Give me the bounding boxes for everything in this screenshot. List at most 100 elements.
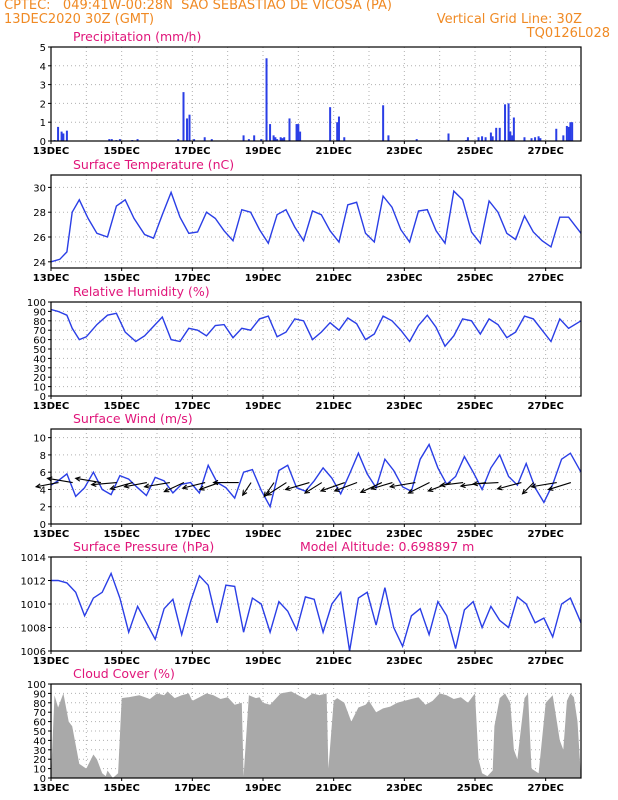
precip-bar [329, 107, 332, 141]
wind-arrow [371, 482, 393, 490]
precip-bar [495, 127, 498, 141]
header-date: 13DEC2020 30Z (GMT) [4, 12, 155, 27]
wind-arrow [320, 482, 345, 492]
rh-xtick-label: 13DEC [33, 401, 69, 412]
temp-line [50, 189, 582, 263]
wind-arrow [144, 482, 170, 488]
wind-arrow [182, 482, 206, 489]
precip-bar [343, 137, 346, 141]
precip-xtick-label: 17DEC [174, 146, 210, 157]
rh-xtick-label: 27DEC [527, 401, 563, 412]
precip-bar [484, 137, 487, 141]
wind-ytick-label: 6 [40, 468, 46, 479]
wind-arrow [522, 482, 535, 495]
wind-panel [34, 428, 582, 527]
precip-bar [279, 137, 282, 141]
cloud-xtick-label: 23DEC [386, 783, 422, 794]
wind-arrow-head [163, 487, 170, 493]
rh-ytick-label: 100 [27, 298, 46, 309]
cloud-xtick-label: 13DEC [33, 783, 69, 794]
wind-arrow-head [439, 482, 446, 488]
cloud-xtick-label: 15DEC [103, 783, 139, 794]
press-xtick-label: 13DEC [33, 656, 69, 667]
wind-arrow-head [359, 488, 366, 493]
wind-arrow-head [181, 484, 188, 490]
precip-bar [504, 104, 507, 141]
cloud-ytick-label: 70 [33, 708, 46, 719]
precip-bar [387, 135, 390, 141]
precip-bar [534, 137, 537, 141]
header-model-code: TQ0126L028 [526, 26, 610, 41]
wind-arrow-head [459, 482, 466, 489]
precip-bar [188, 114, 191, 141]
temp-frame [50, 174, 582, 269]
cloud-xtick-label: 19DEC [245, 783, 281, 794]
temp-xtick-label: 19DEC [245, 273, 281, 284]
wind-arrow [360, 482, 383, 493]
precip-bar [260, 139, 263, 141]
wind-arrow-head [284, 485, 291, 491]
wind-arrow [408, 482, 430, 494]
rh-xtick-label: 21DEC [315, 401, 351, 412]
precip-bar [567, 126, 570, 141]
wind-arrow-head [388, 483, 396, 489]
precip-bar [182, 92, 185, 141]
cloud-xtick-label: 25DEC [457, 783, 493, 794]
wind-arrow-head [530, 483, 537, 489]
cloud-xtick-label: 27DEC [527, 783, 563, 794]
precip-bar [253, 135, 256, 141]
rh-xtick-label: 17DEC [174, 401, 210, 412]
press-xtick-label: 23DEC [386, 656, 422, 667]
press-ytick-label: 1008 [21, 624, 46, 635]
precip-ytick-label: 4 [40, 62, 46, 73]
temp-xtick-label: 15DEC [103, 273, 139, 284]
press-xtick-label: 19DEC [245, 656, 281, 667]
cloud-area [51, 691, 581, 778]
precip-bar [283, 137, 286, 141]
precip-bar [511, 135, 514, 141]
wind-arrow-head [34, 483, 42, 489]
press-ytick-label: 1006 [21, 647, 46, 658]
wind-arrow [164, 482, 185, 493]
precip-bar [299, 131, 302, 141]
precip-bar [415, 139, 418, 141]
wind-xtick-label: 25DEC [457, 529, 493, 540]
press-line [51, 571, 582, 652]
precip-bar [110, 139, 113, 141]
wind-ytick-label: 2 [40, 503, 46, 514]
precip-bar [177, 139, 180, 141]
precip-bar [512, 117, 515, 141]
wind-xtick-label: 23DEC [386, 529, 422, 540]
precip-bar [265, 58, 268, 141]
temp-ytick-label: 30 [33, 183, 46, 194]
wind-arrow [242, 482, 252, 496]
wind-arrow [110, 482, 133, 490]
temp-xtick-label: 21DEC [315, 273, 351, 284]
rh-line [50, 308, 582, 348]
precip-bar [60, 131, 63, 141]
precip-bar [569, 122, 572, 141]
wind-ytick-label: 4 [40, 485, 46, 496]
wind-xtick-label: 13DEC [33, 529, 69, 540]
precip-xtick-label: 19DEC [245, 146, 281, 157]
cloud-xtick-label: 17DEC [174, 783, 210, 794]
rh-xtick-label: 15DEC [103, 401, 139, 412]
precip-bar [498, 127, 501, 141]
wind-arrow [548, 482, 572, 491]
wind-arrow [75, 477, 102, 484]
cloud-ytick-label: 100 [27, 680, 46, 691]
wind-arrow [497, 482, 522, 490]
cloud-ytick-label: 30 [33, 746, 46, 757]
wind-arrow-head [241, 490, 248, 497]
precip-panel [48, 46, 582, 144]
precip-bar [447, 133, 450, 141]
cloud-ytick-label: 50 [33, 727, 46, 738]
precip-bar [62, 133, 65, 141]
cloud-ytick-label: 20 [33, 755, 46, 766]
precip-bar [539, 138, 542, 141]
precip-bar [491, 136, 494, 141]
wind-arrow-head [319, 487, 326, 493]
temp-ytick-label: 24 [33, 258, 46, 269]
precip-xtick-label: 15DEC [103, 146, 139, 157]
